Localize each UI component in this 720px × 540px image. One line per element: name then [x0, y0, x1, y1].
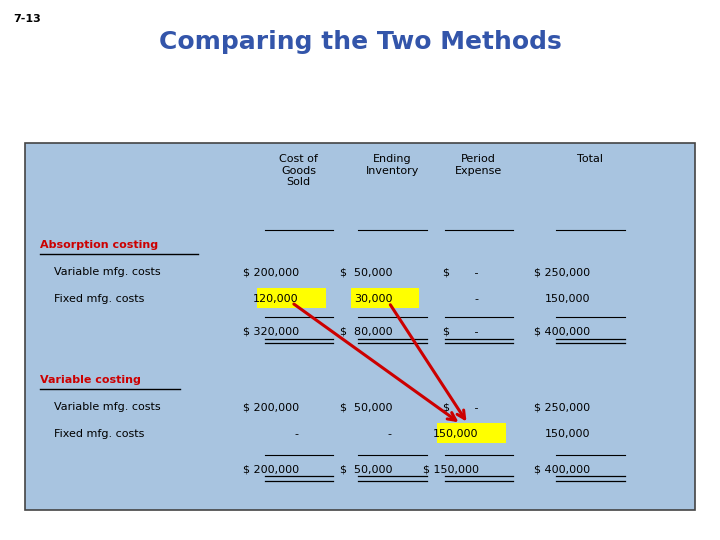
- Text: Total: Total: [577, 154, 603, 164]
- Text: Variable mfg. costs: Variable mfg. costs: [47, 267, 161, 278]
- Text: $ 250,000: $ 250,000: [534, 402, 590, 413]
- Text: Period
Expense: Period Expense: [455, 154, 503, 176]
- Text: Variable costing: Variable costing: [40, 375, 140, 386]
- Text: $  50,000: $ 50,000: [340, 464, 392, 475]
- Text: $ 200,000: $ 200,000: [243, 464, 299, 475]
- Text: 7-13: 7-13: [13, 14, 41, 24]
- Text: Cost of
Goods
Sold: Cost of Goods Sold: [279, 154, 318, 187]
- Text: -: -: [440, 294, 479, 305]
- Text: $  50,000: $ 50,000: [340, 402, 392, 413]
- Text: $ 200,000: $ 200,000: [243, 267, 299, 278]
- Bar: [351, 288, 419, 308]
- Text: $  50,000: $ 50,000: [340, 267, 392, 278]
- Text: Variable mfg. costs: Variable mfg. costs: [47, 402, 161, 413]
- Text: Fixed mfg. costs: Fixed mfg. costs: [47, 294, 144, 305]
- Text: 30,000: 30,000: [354, 294, 392, 305]
- Text: $       -: $ -: [444, 402, 479, 413]
- Text: 150,000: 150,000: [545, 294, 590, 305]
- Text: $       -: $ -: [444, 267, 479, 278]
- Text: $ 400,000: $ 400,000: [534, 327, 590, 337]
- FancyBboxPatch shape: [25, 143, 695, 510]
- Text: $ 400,000: $ 400,000: [534, 464, 590, 475]
- Text: -: -: [361, 429, 392, 440]
- Text: $ 320,000: $ 320,000: [243, 327, 299, 337]
- Text: Fixed mfg. costs: Fixed mfg. costs: [47, 429, 144, 440]
- Text: Comparing the Two Methods: Comparing the Two Methods: [158, 30, 562, 53]
- Bar: [438, 423, 505, 443]
- Text: $       -: $ -: [444, 327, 479, 337]
- Text: $ 250,000: $ 250,000: [534, 267, 590, 278]
- Bar: [258, 288, 325, 308]
- Text: 150,000: 150,000: [545, 429, 590, 440]
- Text: 120,000: 120,000: [253, 294, 299, 305]
- Text: $  80,000: $ 80,000: [340, 327, 392, 337]
- Text: $ 200,000: $ 200,000: [243, 402, 299, 413]
- Text: $ 150,000: $ 150,000: [423, 464, 479, 475]
- Text: 150,000: 150,000: [433, 429, 479, 440]
- Text: -: -: [267, 429, 299, 440]
- Text: Ending
Inventory: Ending Inventory: [366, 154, 419, 176]
- Text: Absorption costing: Absorption costing: [40, 240, 158, 251]
